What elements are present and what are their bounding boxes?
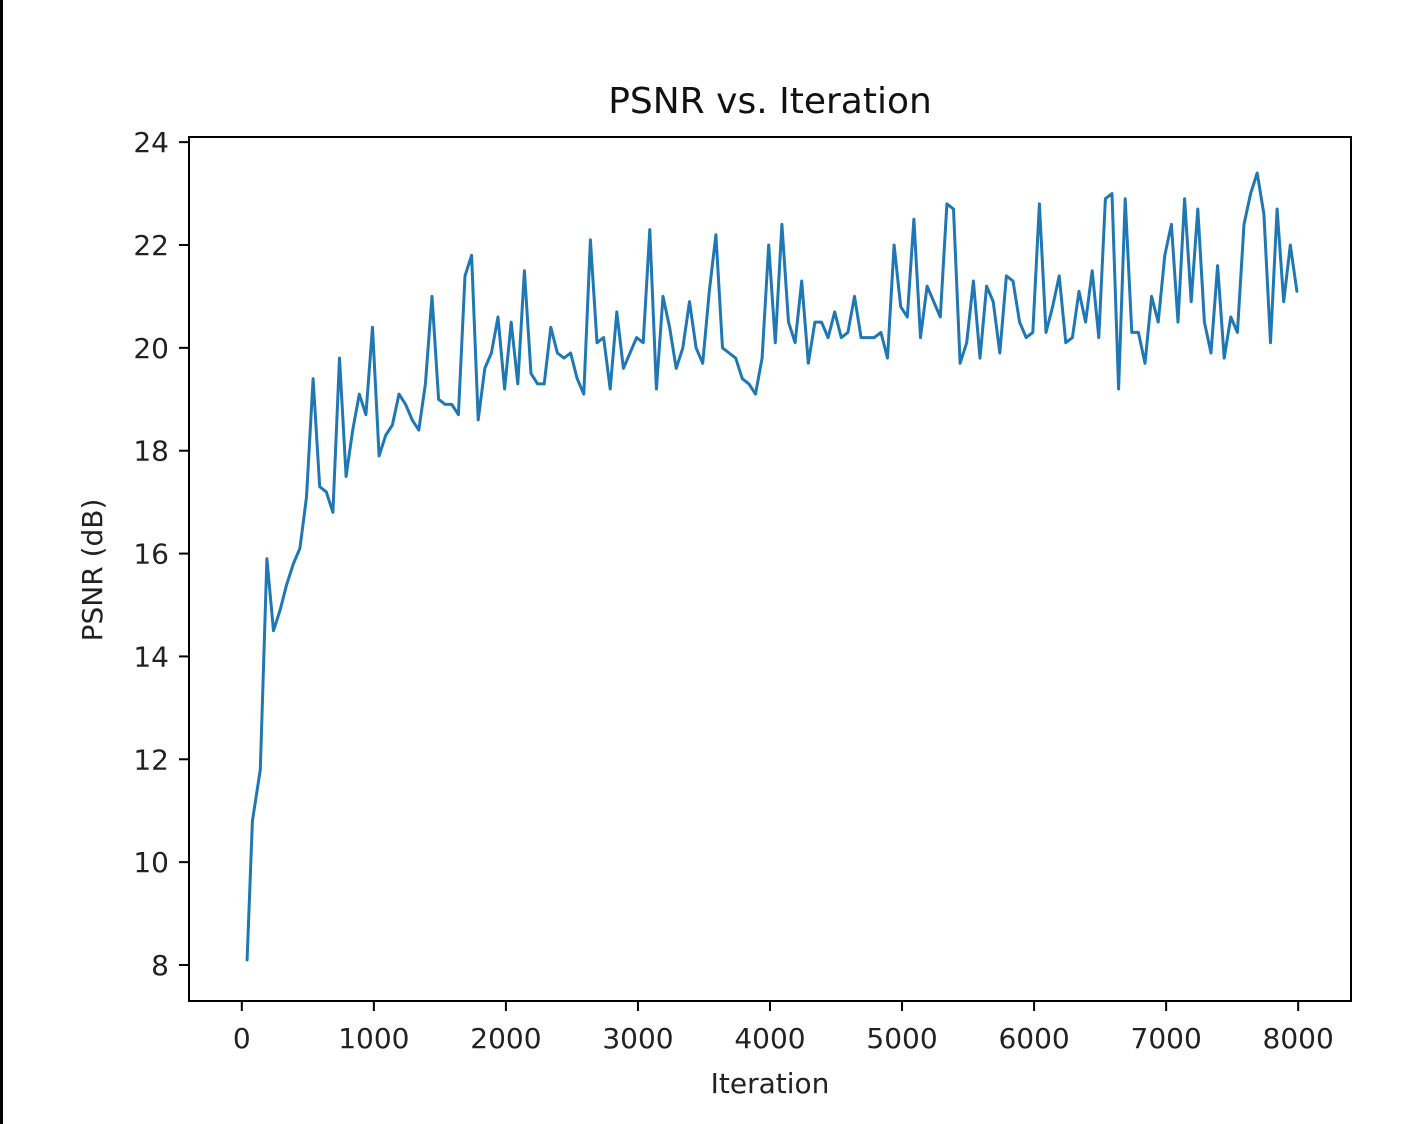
x-tick-label: 3000 <box>602 1022 673 1055</box>
x-tick-label: 1000 <box>338 1022 409 1055</box>
x-axis-label: Iteration <box>711 1067 830 1100</box>
y-axis-label: PSNR (dB) <box>76 499 109 642</box>
plot-area-frame <box>188 136 1352 1002</box>
x-tick-label: 8000 <box>1263 1022 1334 1055</box>
chart-title: PSNR vs. Iteration <box>608 81 932 122</box>
y-tick-label: 12 <box>133 743 169 776</box>
x-tick-label: 5000 <box>866 1022 937 1055</box>
x-tick-label: 6000 <box>998 1022 1069 1055</box>
x-axis-ticks: 0 1000 2000 3000 4000 5000 6000 7000 8000 <box>233 1001 1334 1055</box>
image-left-border <box>0 0 3 1124</box>
y-tick-label: 24 <box>133 126 169 159</box>
psnr-series-line <box>245 171 1299 962</box>
y-tick-label: 16 <box>133 538 169 571</box>
y-tick-label: 8 <box>151 949 169 982</box>
y-tick-label: 20 <box>133 332 169 365</box>
y-tick-label: 14 <box>133 640 169 673</box>
x-tick-label: 7000 <box>1131 1022 1202 1055</box>
y-tick-label: 18 <box>133 435 169 468</box>
y-tick-label: 22 <box>133 229 169 262</box>
x-tick-label: 4000 <box>734 1022 805 1055</box>
y-tick-label: 10 <box>133 846 169 879</box>
y-axis-ticks: 8 10 12 14 16 18 20 22 24 <box>133 126 189 982</box>
x-tick-label: 2000 <box>470 1022 541 1055</box>
x-tick-label: 0 <box>233 1022 251 1055</box>
